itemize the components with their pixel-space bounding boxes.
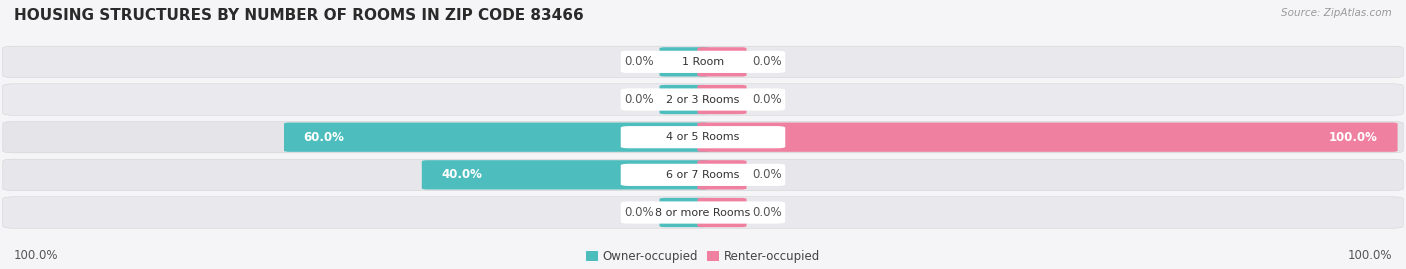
Text: 100.0%: 100.0%: [1329, 131, 1378, 144]
Text: 0.0%: 0.0%: [752, 206, 782, 219]
Legend: Owner-occupied, Renter-occupied: Owner-occupied, Renter-occupied: [586, 250, 820, 263]
FancyBboxPatch shape: [3, 122, 1403, 153]
Text: HOUSING STRUCTURES BY NUMBER OF ROOMS IN ZIP CODE 83466: HOUSING STRUCTURES BY NUMBER OF ROOMS IN…: [14, 8, 583, 23]
FancyBboxPatch shape: [621, 201, 785, 224]
Text: 60.0%: 60.0%: [304, 131, 344, 144]
Text: 0.0%: 0.0%: [752, 55, 782, 68]
FancyBboxPatch shape: [621, 126, 785, 148]
FancyBboxPatch shape: [697, 198, 747, 227]
FancyBboxPatch shape: [284, 123, 709, 152]
FancyBboxPatch shape: [621, 51, 785, 73]
Text: 8 or more Rooms: 8 or more Rooms: [655, 207, 751, 218]
FancyBboxPatch shape: [697, 123, 1398, 152]
FancyBboxPatch shape: [621, 164, 785, 186]
FancyBboxPatch shape: [3, 46, 1403, 77]
Text: 40.0%: 40.0%: [441, 168, 482, 181]
FancyBboxPatch shape: [422, 160, 709, 189]
Text: 0.0%: 0.0%: [624, 55, 654, 68]
Text: 100.0%: 100.0%: [14, 249, 59, 262]
Text: Source: ZipAtlas.com: Source: ZipAtlas.com: [1281, 8, 1392, 18]
FancyBboxPatch shape: [697, 47, 747, 76]
FancyBboxPatch shape: [621, 89, 785, 111]
FancyBboxPatch shape: [659, 85, 709, 114]
FancyBboxPatch shape: [3, 84, 1403, 115]
FancyBboxPatch shape: [697, 160, 747, 189]
Text: 0.0%: 0.0%: [624, 206, 654, 219]
FancyBboxPatch shape: [3, 159, 1403, 190]
Text: 1 Room: 1 Room: [682, 57, 724, 67]
FancyBboxPatch shape: [659, 198, 709, 227]
Text: 6 or 7 Rooms: 6 or 7 Rooms: [666, 170, 740, 180]
Text: 0.0%: 0.0%: [752, 93, 782, 106]
Text: 0.0%: 0.0%: [752, 168, 782, 181]
Text: 0.0%: 0.0%: [624, 93, 654, 106]
Text: 4 or 5 Rooms: 4 or 5 Rooms: [666, 132, 740, 142]
FancyBboxPatch shape: [659, 47, 709, 76]
FancyBboxPatch shape: [697, 85, 747, 114]
Text: 100.0%: 100.0%: [1347, 249, 1392, 262]
Text: 2 or 3 Rooms: 2 or 3 Rooms: [666, 94, 740, 105]
FancyBboxPatch shape: [3, 197, 1403, 228]
